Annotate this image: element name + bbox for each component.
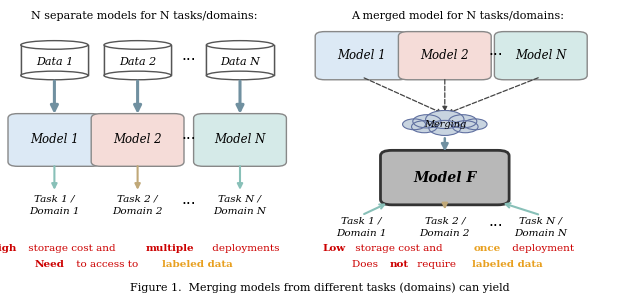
FancyBboxPatch shape — [92, 113, 184, 166]
Text: ···: ··· — [182, 53, 196, 68]
Text: multiple: multiple — [146, 244, 195, 253]
Text: Low: Low — [323, 244, 346, 253]
Ellipse shape — [206, 41, 274, 49]
Text: Model 2: Model 2 — [420, 49, 469, 62]
Ellipse shape — [21, 71, 88, 80]
Ellipse shape — [21, 41, 88, 49]
Circle shape — [429, 120, 461, 135]
Text: Model N: Model N — [214, 133, 266, 147]
FancyBboxPatch shape — [206, 45, 274, 76]
Circle shape — [412, 121, 437, 133]
Circle shape — [449, 115, 477, 128]
Text: ···: ··· — [182, 197, 196, 212]
FancyBboxPatch shape — [21, 45, 88, 76]
FancyBboxPatch shape — [315, 32, 408, 80]
Circle shape — [452, 121, 478, 133]
Text: High: High — [0, 244, 17, 253]
Text: Domain N: Domain N — [214, 207, 266, 216]
Ellipse shape — [104, 71, 172, 80]
FancyBboxPatch shape — [104, 45, 172, 76]
Text: storage cost and: storage cost and — [353, 244, 446, 253]
Text: Task N /: Task N / — [519, 216, 563, 225]
Text: Task 1 /: Task 1 / — [341, 216, 382, 225]
Text: A merged model for N tasks/domains:: A merged model for N tasks/domains: — [351, 11, 564, 20]
Text: Model 1: Model 1 — [337, 49, 386, 62]
Text: Task N /: Task N / — [218, 194, 262, 203]
FancyBboxPatch shape — [380, 150, 509, 205]
Text: Task 1 /: Task 1 / — [34, 194, 75, 203]
Text: Domain N: Domain N — [515, 229, 567, 238]
Text: Model N: Model N — [515, 49, 566, 62]
Polygon shape — [21, 45, 88, 76]
Circle shape — [426, 110, 464, 129]
Text: Model F: Model F — [413, 171, 476, 185]
Text: Merging: Merging — [424, 120, 466, 129]
Text: labeled data: labeled data — [162, 260, 232, 269]
Text: Model 1: Model 1 — [30, 133, 79, 147]
Ellipse shape — [104, 41, 172, 49]
Text: Model 2: Model 2 — [113, 133, 162, 147]
Circle shape — [413, 115, 441, 128]
Text: deployments: deployments — [209, 244, 279, 253]
Text: storage cost and: storage cost and — [25, 244, 119, 253]
Text: deployment: deployment — [509, 244, 574, 253]
Text: Domain 1: Domain 1 — [337, 229, 387, 238]
Text: Data N: Data N — [220, 57, 260, 67]
Text: Need: Need — [35, 260, 65, 269]
Text: Data 1: Data 1 — [36, 57, 73, 67]
Circle shape — [403, 119, 426, 130]
Text: ···: ··· — [489, 219, 503, 234]
Text: to access to: to access to — [74, 260, 142, 269]
Text: Figure 1.  Merging models from different tasks (domains) can yield: Figure 1. Merging models from different … — [130, 282, 510, 293]
Text: N separate models for N tasks/domains:: N separate models for N tasks/domains: — [31, 11, 257, 20]
FancyBboxPatch shape — [193, 113, 287, 166]
Polygon shape — [206, 45, 274, 76]
Text: Domain 2: Domain 2 — [420, 229, 470, 238]
Text: require: require — [414, 260, 460, 269]
FancyBboxPatch shape — [494, 32, 588, 80]
Text: not: not — [389, 260, 408, 269]
FancyBboxPatch shape — [8, 113, 101, 166]
Text: Task 2 /: Task 2 / — [424, 216, 465, 225]
Text: Task 2 /: Task 2 / — [117, 194, 158, 203]
Ellipse shape — [206, 71, 274, 80]
Text: Domain 1: Domain 1 — [29, 207, 79, 216]
Text: Does: Does — [351, 260, 381, 269]
Text: once: once — [474, 244, 500, 253]
FancyBboxPatch shape — [398, 32, 492, 80]
Text: labeled data: labeled data — [472, 260, 543, 269]
Text: ···: ··· — [182, 132, 196, 147]
Circle shape — [464, 119, 487, 130]
Polygon shape — [104, 45, 172, 76]
Text: Data 2: Data 2 — [119, 57, 156, 67]
Text: Domain 2: Domain 2 — [113, 207, 163, 216]
Text: ···: ··· — [489, 48, 503, 63]
